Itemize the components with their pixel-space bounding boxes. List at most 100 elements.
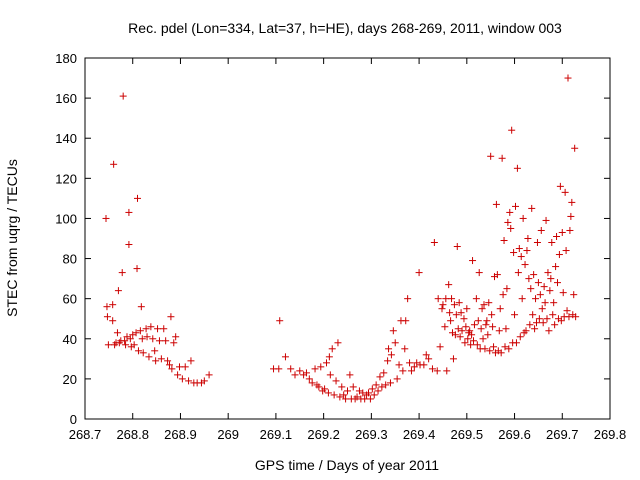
data-point [501,343,509,351]
data-point [399,367,407,375]
data-point [468,331,476,339]
data-point [484,331,492,339]
data-point [462,323,470,331]
x-tick-label: 269.5 [451,427,484,442]
data-point [552,263,560,271]
data-point [557,317,565,325]
x-tick-label: 269.7 [546,427,579,442]
data-point [531,325,539,333]
data-point [139,349,147,357]
data-point [550,299,558,307]
data-point [506,208,514,216]
data-point [434,295,442,303]
data-point [291,371,299,379]
data-point [490,343,498,351]
data-point [142,325,150,333]
data-point [445,281,453,289]
data-point [126,335,134,343]
data-point [518,295,526,303]
data-point [380,369,388,377]
x-tick-label: 268.9 [164,427,197,442]
data-point [467,341,475,349]
data-point [336,393,344,401]
data-point [474,317,482,325]
data-point [133,265,141,273]
data-point [456,333,464,341]
data-point [567,212,575,220]
data-point [522,327,530,335]
x-tick-label: 269.8 [594,427,627,442]
data-point [533,319,540,327]
data-point [553,232,561,240]
data-point [534,279,542,287]
data-point [134,194,141,202]
data-point [527,285,535,293]
data-point [493,271,501,279]
data-point [162,337,170,345]
y-tick-label: 140 [55,131,77,146]
data-point [549,311,557,319]
data-point [382,381,390,389]
data-point [542,216,550,224]
data-point [571,144,579,152]
data-point [200,377,208,385]
data-point [185,377,193,385]
data-point [488,311,496,319]
data-point [321,385,329,393]
data-point [489,323,497,331]
data-point [386,379,394,387]
data-point [305,375,313,383]
data-point [536,291,544,299]
data-point [404,295,412,303]
data-point [154,325,162,333]
data-point [510,249,518,257]
data-point [469,257,477,265]
data-point [324,389,332,397]
data-point [118,269,126,277]
data-point [338,383,346,391]
data-point [451,331,459,339]
data-point [384,357,392,365]
data-point [406,359,414,367]
data-point [525,275,533,283]
data-point [438,305,446,313]
data-point [407,367,415,375]
data-point [402,317,410,325]
data-point [512,202,519,210]
data-point [492,200,500,208]
y-tick-label: 20 [63,372,77,387]
y-tick-label: 160 [55,91,77,106]
data-point [546,287,554,295]
data-point [463,305,471,313]
data-point [512,339,520,347]
data-point [365,389,372,397]
data-point [479,335,487,343]
data-point [508,126,516,134]
data-point [332,377,340,385]
data-point [565,313,573,321]
data-point [428,365,436,373]
data-point [121,337,129,345]
data-point [170,339,178,347]
data-point [544,269,552,277]
data-point [555,251,563,259]
data-point [174,371,182,379]
data-point [464,335,472,343]
data-point [167,313,175,321]
data-point [130,341,138,349]
data-point [296,367,304,375]
data-point [500,237,508,245]
data-point [181,363,189,371]
data-point [410,363,418,371]
data-point [315,383,323,391]
data-point [110,160,118,168]
data-point [137,303,145,311]
data-point [452,311,460,319]
data-point [539,319,547,327]
data-point [370,391,378,399]
data-points [102,74,580,403]
data-point [349,383,357,391]
data-point [147,323,155,331]
data-point [443,367,451,375]
